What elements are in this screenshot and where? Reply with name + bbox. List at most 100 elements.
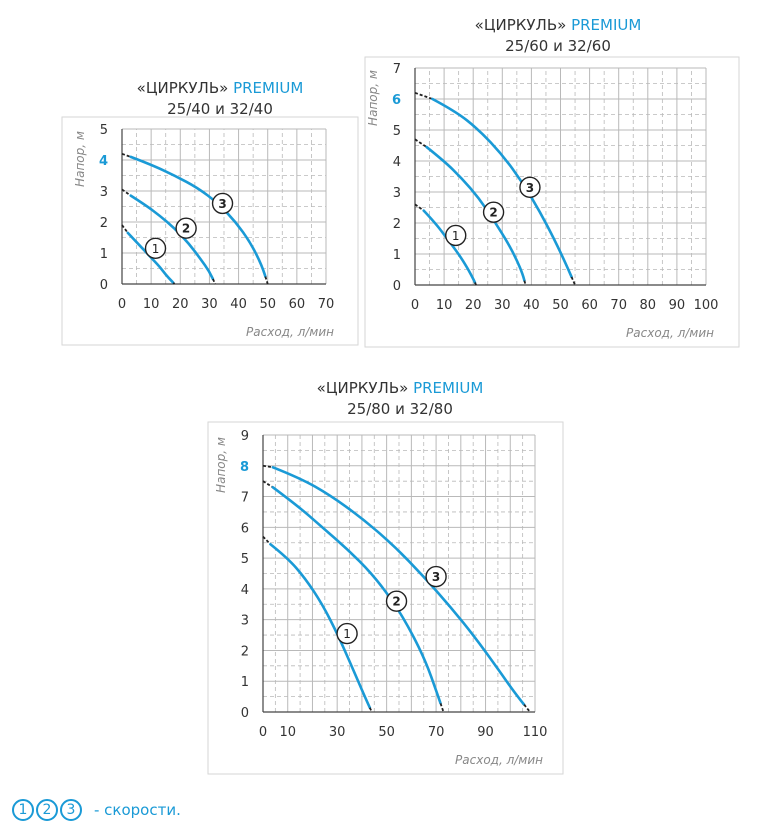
x-tick-label: 30: [329, 725, 346, 740]
series-1-curve: 1: [121, 224, 176, 285]
x-tick-label: 60: [581, 298, 598, 313]
y-tick-label: 2: [393, 217, 401, 232]
series-3-label-circle: [519, 176, 541, 199]
x-axis-label: Расход, л/мин: [246, 325, 334, 339]
series-1-dash-end: [369, 707, 373, 713]
x-tick-label: 20: [465, 298, 482, 313]
y-tick-label: 1: [241, 675, 249, 690]
x-tick-label: 50: [259, 297, 276, 312]
x-tick-label: 40: [230, 297, 247, 312]
y-tick-label: 6: [241, 521, 249, 536]
series-3-label-circle: [211, 192, 234, 215]
x-tick-label: 60: [289, 297, 306, 312]
y-tick-label: 1: [100, 247, 108, 262]
series-3-curve: 3: [414, 91, 576, 286]
x-tick-label: 90: [669, 298, 686, 313]
speed-2-badge: 2: [36, 799, 58, 821]
series-1-curve: 1: [262, 535, 373, 713]
x-tick-label: 30: [201, 297, 218, 312]
x-tick-label: 90: [477, 725, 494, 740]
series-3-label: 3: [526, 181, 534, 195]
y-tick-label: 1: [393, 248, 401, 263]
x-tick-label: 0: [259, 725, 267, 740]
x-tick-label: 50: [378, 725, 395, 740]
x-tick-label: 10: [279, 725, 296, 740]
speed-3-badge: 3: [60, 799, 82, 821]
series-1-curve: 1: [414, 203, 477, 286]
chart-3-title-prefix: «ЦИРКУЛЬ»: [316, 379, 414, 397]
x-tick-label: 110: [523, 725, 548, 740]
series-1-line: [269, 542, 372, 709]
series-2-curve: 2: [414, 138, 527, 286]
series-2-label-circle: [385, 590, 408, 612]
x-tick-label: 20: [172, 297, 189, 312]
series-2-dash-start: [121, 188, 132, 197]
series-1-label: 1: [152, 242, 160, 256]
y-tick-label: 5: [393, 124, 401, 139]
legend-text: - скорости.: [94, 801, 181, 819]
chart-frame: [61, 116, 359, 346]
x-axis-label: Расход, л/мин: [455, 753, 543, 767]
chart-frame: [364, 56, 740, 348]
x-tick-label: 0: [411, 298, 419, 313]
series-1-dash-start: [262, 535, 272, 545]
chart-1-title: «ЦИРКУЛЬ» PREMIUM 25/40 и 32/40: [122, 78, 318, 120]
chart-2-title: «ЦИРКУЛЬ» PREMIUM 25/60 и 32/60: [448, 15, 668, 57]
y-tick-label: 0: [393, 279, 401, 294]
y-tick-label: 6: [392, 93, 401, 108]
y-tick-label: 7: [393, 62, 401, 77]
chart-3-title-model: 25/80 и 32/80: [347, 400, 453, 418]
y-axis-label: Напор, м: [214, 437, 228, 493]
series-1-dash-end: [474, 282, 477, 286]
x-tick-label: 80: [640, 298, 657, 313]
chart-3-title: «ЦИРКУЛЬ» PREMIUM 25/80 и 32/80: [290, 378, 510, 420]
y-tick-label: 3: [241, 614, 249, 629]
series-2-curve: 2: [262, 480, 445, 713]
x-tick-label: 0: [118, 297, 126, 312]
series-1-label-circle: [144, 237, 167, 260]
x-tick-label: 10: [143, 297, 160, 312]
series-2-dash-end: [212, 278, 217, 285]
series-3-dash-start: [414, 91, 433, 100]
series-1-label: 1: [452, 229, 460, 243]
y-tick-label: 4: [393, 155, 401, 170]
series-3-dash-end: [264, 276, 269, 285]
series-1-line: [422, 209, 477, 284]
chart-1-title-prefix: «ЦИРКУЛЬ»: [136, 79, 234, 97]
series-3-label: 3: [218, 197, 226, 211]
speed-1-badge: 1: [12, 799, 34, 821]
y-axis-label: Напор, м: [366, 70, 380, 126]
series-2-label: 2: [182, 222, 190, 236]
chart-2-title-prefix: «ЦИРКУЛЬ»: [474, 16, 572, 34]
series-2-dash-start: [262, 480, 274, 489]
x-tick-label: 70: [428, 725, 445, 740]
x-tick-label: 50: [552, 298, 569, 313]
series-2-dash-end: [439, 703, 445, 713]
series-1-label-circle: [336, 622, 358, 645]
x-tick-label: 70: [318, 297, 335, 312]
series-3-dash-end: [523, 704, 531, 713]
series-2-label: 2: [392, 595, 400, 609]
series-1-label: 1: [343, 627, 351, 641]
series-2-label: 2: [489, 206, 497, 220]
series-1-dash-start: [414, 203, 425, 212]
chart-grid: [262, 434, 536, 713]
series-3-label-circle: [425, 565, 447, 588]
x-axis-label: Расход, л/мин: [626, 326, 714, 340]
series-3-line: [271, 466, 526, 706]
y-tick-label: 5: [100, 123, 108, 138]
y-tick-label: 2: [241, 644, 249, 659]
series-2-label-circle: [482, 201, 505, 223]
x-tick-label: 10: [436, 298, 453, 313]
series-2-label-circle: [175, 217, 197, 239]
y-tick-label: 4: [241, 583, 249, 598]
chart-frame: [207, 421, 564, 775]
x-tick-label: 40: [523, 298, 540, 313]
series-3-dash-start: [262, 464, 274, 469]
speed-legend: 1 2 3 - скорости.: [12, 799, 181, 821]
series-3-label: 3: [432, 570, 440, 584]
series-3-curve: 3: [262, 464, 531, 713]
